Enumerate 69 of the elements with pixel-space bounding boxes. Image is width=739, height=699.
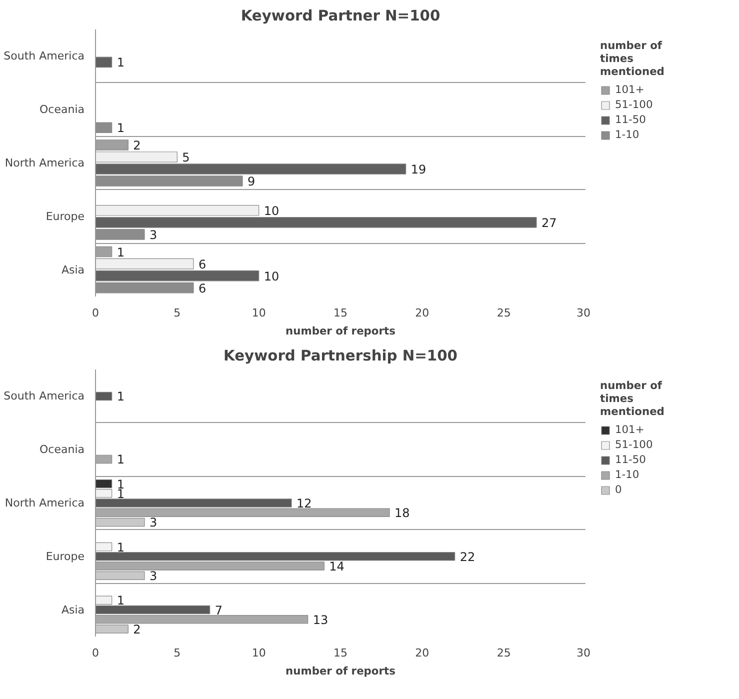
y-tick-label: Europe (46, 210, 85, 223)
data-label: 1 (116, 594, 124, 608)
data-label: 1 (116, 452, 124, 467)
data-label: 1 (116, 56, 124, 70)
x-axis-title: number of reports (286, 664, 396, 678)
y-tick-label: North America (4, 156, 85, 170)
data-label: 27 (542, 216, 557, 230)
data-label: 12 (296, 496, 312, 510)
data-label: 1 (116, 540, 124, 554)
data-label: 7 (214, 603, 222, 618)
legend-label: 51-100 (615, 438, 653, 451)
y-tick-label: Asia (61, 603, 85, 616)
x-tick-label: 30 (576, 646, 591, 660)
x-tick-label: 5 (174, 306, 181, 320)
data-label: 6 (198, 281, 206, 296)
x-tick-label: 5 (174, 646, 181, 660)
data-label: 5 (182, 150, 190, 164)
x-tick-label: 20 (415, 306, 430, 320)
y-tick-label: North America (4, 496, 85, 510)
data-label: 22 (460, 550, 476, 564)
data-label: 9 (248, 174, 256, 189)
data-label: 2 (133, 622, 141, 637)
legend-label: 11-50 (615, 113, 646, 126)
legend-label: 1-10 (615, 468, 640, 481)
x-tick-label: 25 (496, 306, 511, 320)
data-label: 3 (150, 228, 158, 242)
x-tick-label: 0 (92, 646, 99, 660)
data-label: 10 (264, 269, 280, 284)
legend-label: 51-100 (615, 98, 653, 111)
y-tick-label: Oceania (40, 103, 84, 116)
data-label: 1 (116, 390, 124, 404)
x-tick-label: 0 (92, 306, 99, 320)
y-tick-label: Oceania (40, 443, 84, 456)
y-tick-label: South America (4, 390, 85, 403)
x-tick-label: 15 (334, 646, 348, 660)
y-tick-label: South America (4, 50, 85, 63)
legend-label: 0 (615, 483, 623, 496)
bar (96, 392, 112, 401)
data-label: 3 (150, 569, 158, 584)
data-label: 1 (116, 121, 124, 136)
data-label: 3 (150, 516, 158, 530)
x-tick-label: 25 (496, 646, 511, 660)
x-axis-title: number of reports (286, 324, 396, 338)
x-tick-label: 20 (415, 646, 430, 660)
legend-label: 101+ (615, 83, 644, 96)
data-label: 6 (198, 257, 206, 272)
legend-title: number of times mentioned (600, 39, 664, 78)
x-tick-label: 10 (252, 646, 266, 660)
bar (96, 122, 112, 134)
data-label: 13 (312, 612, 328, 627)
data-label: 10 (264, 204, 280, 218)
x-tick-label: 15 (334, 306, 348, 320)
bar (96, 56, 112, 68)
data-label: 14 (329, 560, 344, 574)
legend-title: number of times mentioned (600, 379, 664, 418)
chart-title: Keyword Partnership N=100 (223, 348, 458, 364)
data-label: 19 (410, 162, 426, 177)
chart-title: Keyword Partner N=100 (240, 8, 440, 24)
y-tick-label: Europe (46, 550, 85, 563)
x-tick-label: 10 (252, 306, 266, 320)
data-label: 18 (394, 506, 410, 520)
data-label: 1 (116, 245, 124, 260)
legend-label: 1-10 (615, 128, 640, 141)
x-tick-label: 30 (576, 306, 591, 320)
legend-label: 11-50 (615, 453, 646, 466)
legend-label: 101+ (615, 423, 644, 436)
y-tick-label: Asia (61, 263, 85, 276)
bar (96, 454, 112, 464)
data-label: 2 (133, 138, 141, 152)
